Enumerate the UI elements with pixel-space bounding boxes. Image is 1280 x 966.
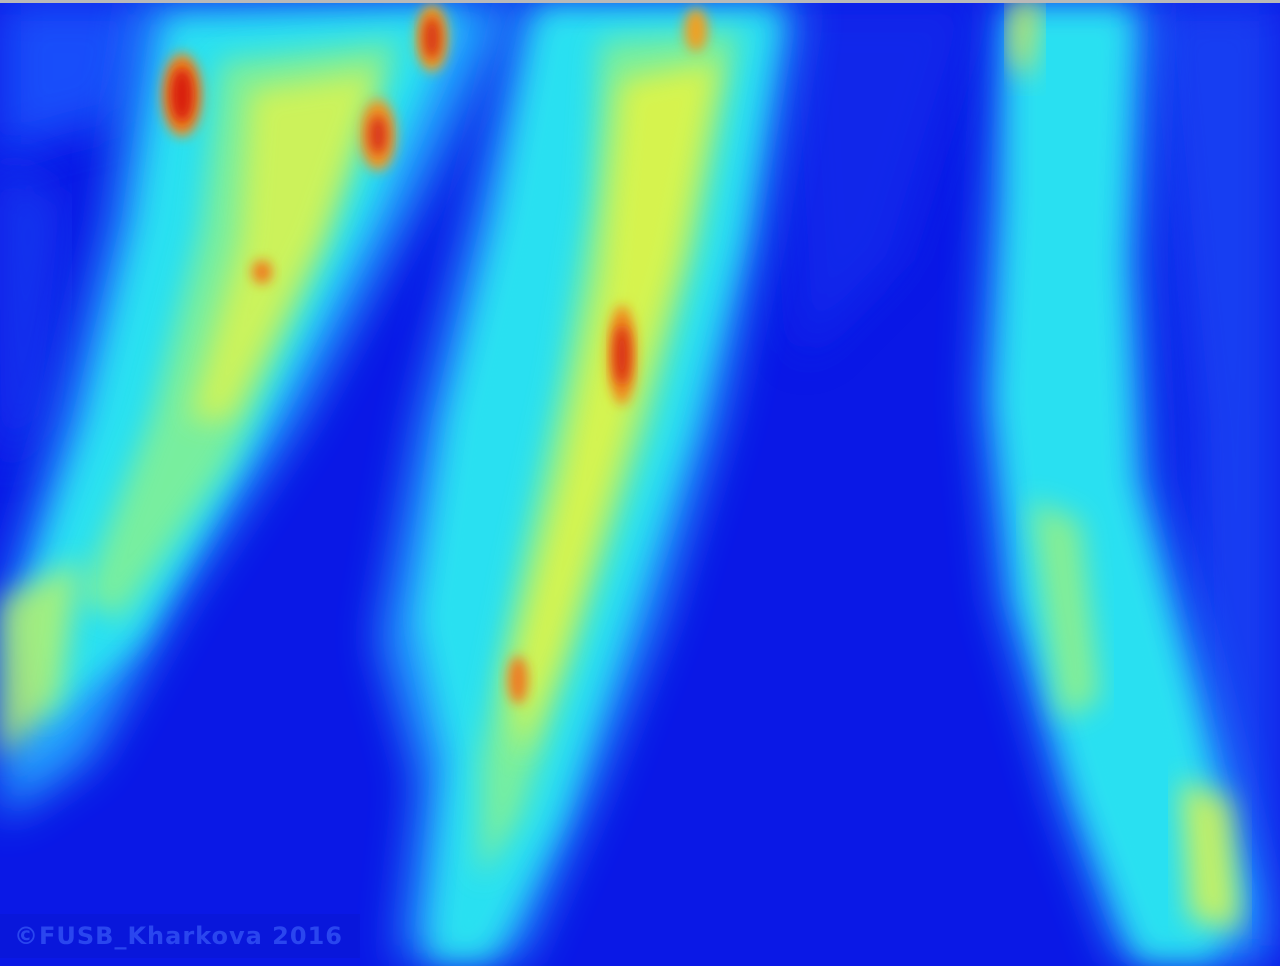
fiber-band-center bbox=[380, 0, 800, 960]
fiber-band-right bbox=[980, 0, 1260, 960]
hot-spots bbox=[162, 4, 708, 704]
fiber-band-left bbox=[0, 0, 520, 820]
window-top-edge bbox=[0, 0, 1280, 3]
watermark-text: ©FUSB_Kharkova 2016 bbox=[0, 914, 360, 958]
